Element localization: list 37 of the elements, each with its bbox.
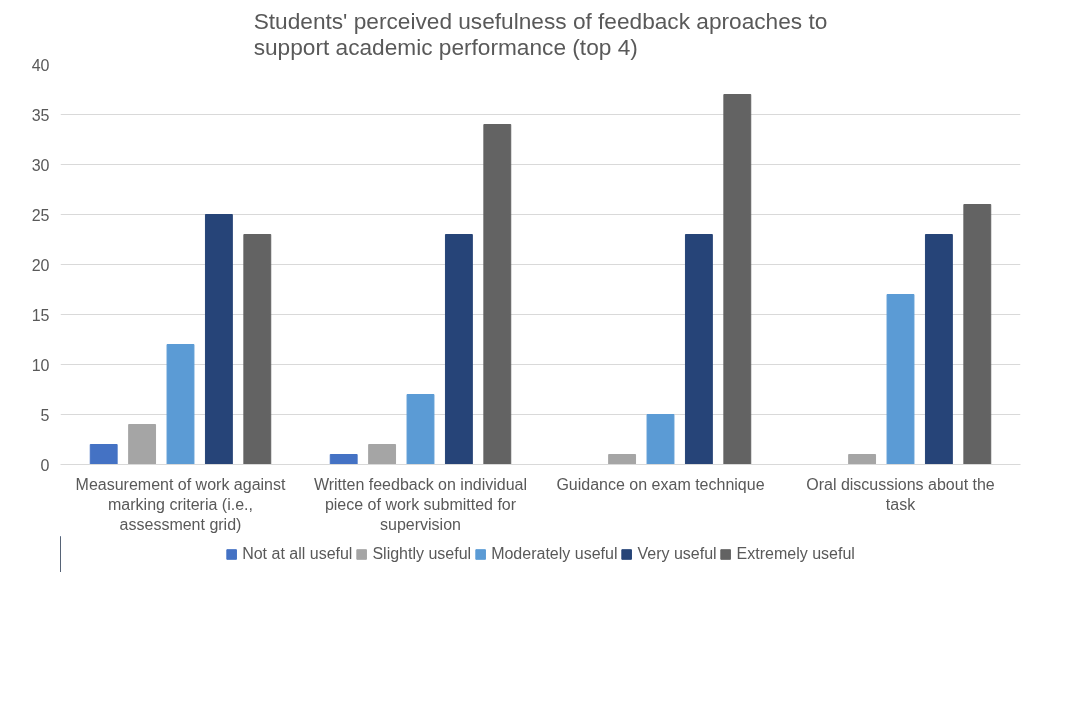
y-tick-label: 20 — [31, 256, 50, 274]
bar — [329, 454, 358, 465]
bar — [963, 204, 992, 465]
y-tick-label: 5 — [40, 406, 50, 424]
bar — [608, 454, 637, 465]
bar — [204, 214, 233, 465]
legend-label: Not at all useful — [242, 545, 353, 563]
bar — [848, 454, 877, 465]
x-tick-label: Measurement of work against marking criteria (i.e., assessment grid) — [75, 475, 286, 534]
legend-label: Extremely useful — [736, 545, 855, 563]
x-tick-label: Written feedback on individual piece of work submitted for supervision — [313, 475, 528, 534]
bar — [723, 94, 752, 465]
bar — [483, 124, 512, 465]
legend-label: Very useful — [637, 545, 717, 563]
bar — [128, 424, 157, 465]
bar — [89, 444, 118, 465]
y-tick-label: 25 — [31, 206, 50, 224]
y-tick-label: 15 — [31, 306, 50, 324]
legend-label: Slightly useful — [372, 545, 472, 563]
y-tick-label: 0 — [40, 456, 50, 474]
x-tick-label: Oral discussions about the task — [806, 475, 995, 513]
y-tick-label: 35 — [31, 106, 50, 124]
bar — [886, 294, 915, 465]
y-tick-label: 40 — [31, 56, 50, 74]
x-tick-label: Guidance on exam technique — [556, 475, 765, 493]
bar — [406, 394, 435, 465]
legend-label: Moderately useful — [491, 545, 618, 563]
chart-title: Students' perceived usefulness of feedback aproaches to support academic performance (top 4) — [253, 7, 828, 60]
bar — [243, 234, 272, 465]
bar — [444, 234, 473, 465]
bar — [646, 414, 675, 465]
y-tick-label: 30 — [31, 156, 50, 174]
bar — [684, 234, 713, 465]
bar — [924, 234, 953, 465]
bar — [166, 344, 195, 465]
y-tick-label: 10 — [31, 356, 50, 374]
bar — [368, 444, 397, 465]
